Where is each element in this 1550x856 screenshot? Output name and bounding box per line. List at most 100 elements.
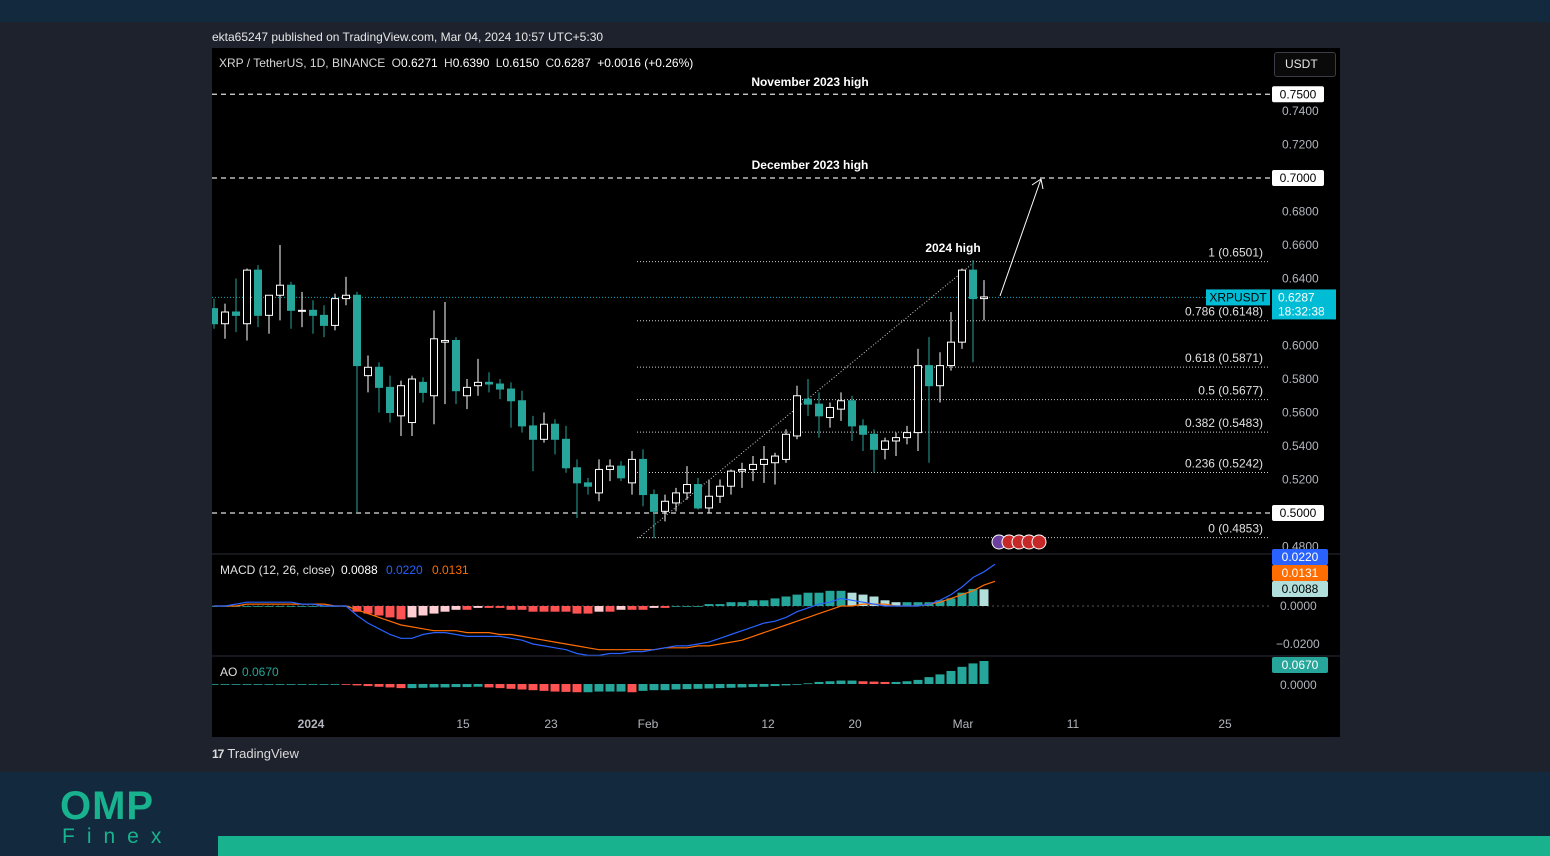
macd-histogram-bar	[363, 606, 373, 614]
ao-bar	[341, 684, 351, 685]
legend-l-label: L	[495, 56, 503, 70]
currency-button[interactable]: USDT	[1274, 52, 1336, 77]
candle-body	[958, 269, 966, 343]
chart-legend: XRP / TetherUS, 1D, BINANCE O0.6271 H0.6…	[219, 56, 696, 70]
macd-histogram-bar	[374, 606, 384, 616]
ao-bar	[264, 684, 274, 685]
macd-histogram-bar	[946, 598, 956, 606]
ao-bar	[462, 684, 472, 688]
nov-high-label: November 2023 high	[751, 75, 868, 89]
ao-bar	[935, 674, 945, 684]
candle-body	[716, 485, 724, 497]
logo-bottom: Finex	[62, 825, 174, 848]
macd-histogram-bar	[660, 606, 670, 608]
macd-histogram-bar	[451, 606, 461, 610]
candle-body	[661, 500, 669, 512]
macd-histogram-bar	[902, 602, 912, 606]
legend-close: 0.6287	[554, 56, 591, 70]
candle-body	[914, 365, 922, 434]
candle-body	[243, 269, 251, 325]
price-tick-label: 0.6000	[1282, 339, 1319, 353]
ao-bar	[594, 684, 604, 692]
ao-bar	[737, 684, 747, 688]
ao-bar	[638, 684, 648, 691]
macd-histogram-bar	[528, 606, 538, 612]
macd-histogram-bar	[682, 606, 692, 607]
candle-body	[364, 366, 372, 377]
macd-histogram-bar	[462, 606, 472, 610]
price-tick-label: 0.6600	[1282, 238, 1319, 252]
ao-bar	[957, 666, 967, 684]
x-tick-label: 15	[456, 717, 470, 731]
dec-high-label: December 2023 high	[752, 158, 869, 172]
arrow-head	[1031, 178, 1044, 190]
legend-o-label: O	[391, 56, 401, 70]
omp-finex-logo: OMP Finex	[60, 786, 173, 848]
macd-line-value: 0.0220	[386, 563, 423, 577]
candle-body	[694, 484, 702, 509]
legend-c-label: C	[545, 56, 555, 70]
macd-histogram-bar	[352, 606, 362, 612]
tradingview-brand[interactable]: 17 TradingView	[212, 746, 299, 761]
macd-signal-value: 0.0131	[432, 563, 469, 577]
macd-histogram-bar	[550, 606, 560, 612]
nov-high-badge-bg	[1272, 86, 1324, 103]
macd-histogram-bar	[858, 594, 868, 606]
candle-body	[496, 383, 504, 390]
ao-bar	[902, 681, 912, 684]
ao-bar	[979, 661, 989, 684]
ao-bar	[374, 684, 384, 687]
price-chart[interactable]: November 2023 high December 2023 high 2024…	[212, 48, 1340, 737]
x-tick-label: 23	[544, 717, 558, 731]
ao-bar	[605, 684, 615, 692]
macd-histogram-bar	[704, 604, 714, 606]
candle-body	[771, 455, 779, 464]
candle-body	[452, 339, 460, 392]
candle-body	[221, 311, 229, 325]
candle-body	[507, 388, 515, 402]
x-tick-label: 2024	[298, 717, 325, 731]
price-tick-label: 0.5200	[1282, 473, 1319, 487]
ao-bar	[869, 681, 879, 684]
candle-body	[969, 269, 977, 300]
macd-histogram-bar	[638, 606, 648, 610]
macd-histogram-bar	[759, 600, 769, 606]
macd-histogram-bar	[495, 606, 505, 608]
candle-body	[254, 269, 262, 316]
ao-bar	[517, 684, 527, 690]
ao-bar	[550, 684, 560, 692]
ao-bar	[308, 684, 318, 685]
ao-bar	[880, 681, 890, 684]
macd-histogram-bar	[407, 606, 417, 618]
macd-histogram-bar	[572, 606, 582, 614]
candle-body	[760, 458, 768, 465]
candle-body	[837, 400, 845, 410]
candle-body	[848, 400, 856, 427]
macd-histogram-bar	[935, 600, 945, 606]
ao-bar	[616, 684, 626, 692]
ao-bar	[847, 680, 857, 684]
ao-bar	[693, 684, 703, 689]
candle-body	[441, 339, 449, 343]
fib-label: 0.236 (0.5242)	[1185, 456, 1263, 470]
macd-histogram-bar	[803, 592, 813, 606]
candle-body	[936, 365, 944, 387]
macd-histogram-bar	[693, 606, 703, 607]
fib-label: 0.5 (0.5677)	[1198, 384, 1263, 398]
macd-histogram-bar	[264, 606, 274, 607]
macd-histogram-bar	[671, 606, 681, 607]
candle-body	[925, 365, 933, 387]
ao-bar	[726, 684, 736, 688]
candle-body	[518, 400, 526, 427]
candle-body	[870, 433, 878, 450]
ao-bar	[671, 684, 681, 690]
candle-body	[562, 438, 570, 469]
ao-bar	[242, 684, 252, 685]
ao-bar	[253, 684, 263, 685]
candle-body	[705, 495, 713, 509]
macd-histogram-bar	[649, 606, 659, 608]
candle-body	[353, 294, 361, 367]
macd-histogram-bar	[506, 606, 516, 610]
ao-bar	[330, 684, 340, 685]
ao-bar	[220, 684, 230, 685]
